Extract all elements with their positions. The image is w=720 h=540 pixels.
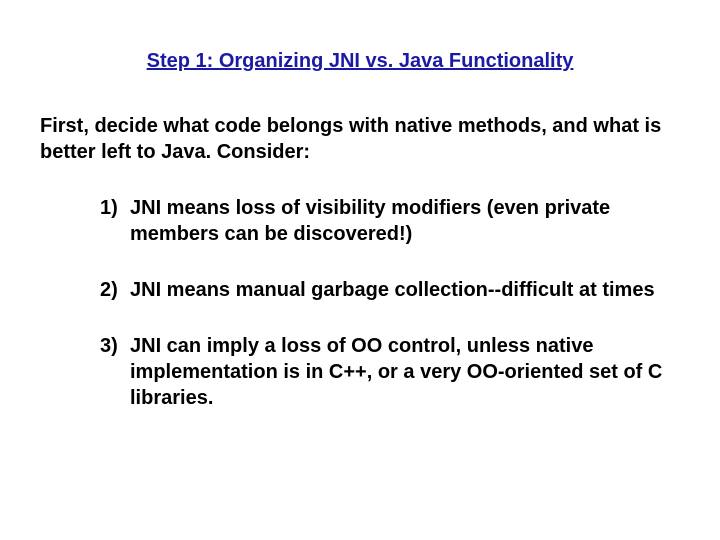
- point-2: 2) JNI means manual garbage collection--…: [100, 277, 680, 303]
- point-1: 1) JNI means loss of visibility modifier…: [100, 195, 680, 247]
- point-2-text: JNI means manual garbage collection--dif…: [130, 277, 680, 303]
- slide: Step 1: Organizing JNI vs. Java Function…: [0, 0, 720, 540]
- point-3-number: 3): [100, 333, 130, 411]
- intro-text: First, decide what code belongs with nat…: [40, 113, 680, 165]
- slide-title: Step 1: Organizing JNI vs. Java Function…: [40, 50, 680, 73]
- point-1-number: 1): [100, 195, 130, 247]
- point-3-text: JNI can imply a loss of OO control, unle…: [130, 333, 680, 411]
- point-2-number: 2): [100, 277, 130, 303]
- point-1-text: JNI means loss of visibility modifiers (…: [130, 195, 680, 247]
- point-3: 3) JNI can imply a loss of OO control, u…: [100, 333, 680, 411]
- points-list: 1) JNI means loss of visibility modifier…: [40, 195, 680, 411]
